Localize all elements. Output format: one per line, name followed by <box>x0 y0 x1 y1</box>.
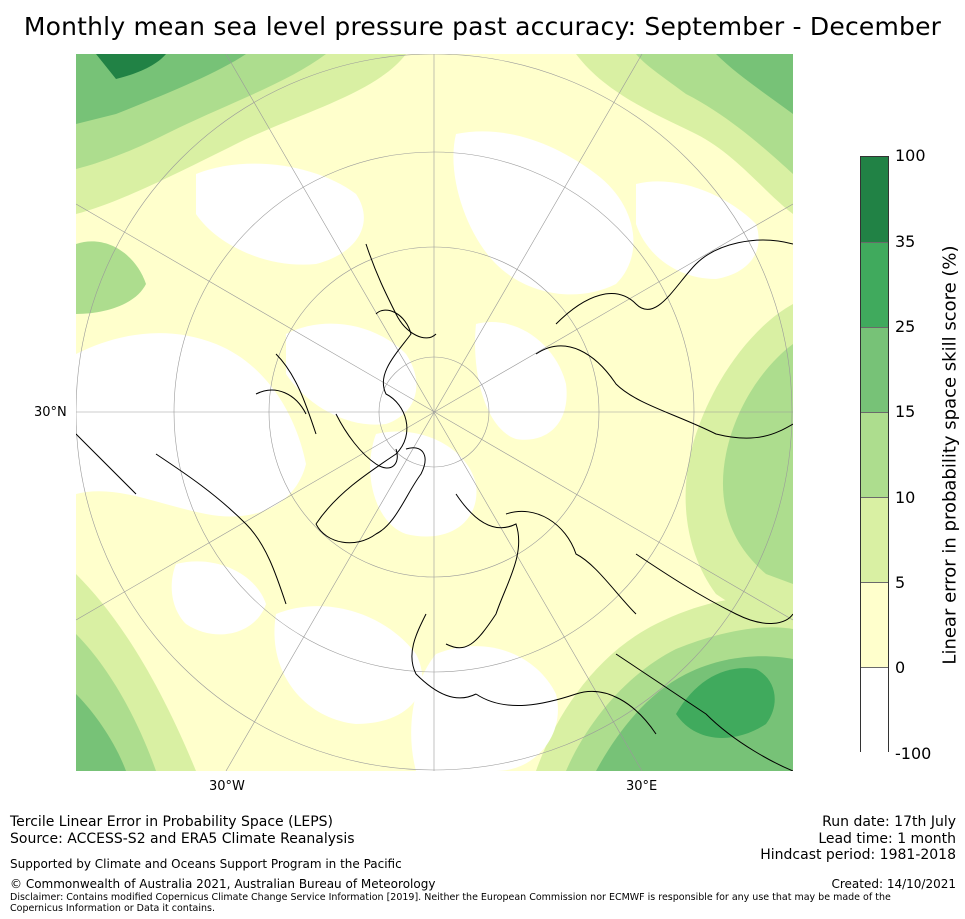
support-text: Supported by Climate and Oceans Support … <box>10 857 402 871</box>
colorbar-band-5-10 <box>861 497 888 583</box>
colorbar-band-35-100 <box>861 157 888 242</box>
skill-band-25 <box>716 54 793 114</box>
colorbar-title: Linear error in probability space skill … <box>939 245 961 665</box>
skill-band-0 <box>411 646 558 771</box>
polar-map <box>76 54 793 771</box>
coastlines <box>76 239 793 771</box>
lon-label-30e: 30°E <box>626 779 658 794</box>
colorbar-tick: 0 <box>895 658 906 677</box>
skill-band-35 <box>676 668 775 738</box>
colorbar-tick: -100 <box>895 744 932 763</box>
skill-band-0 <box>636 181 759 279</box>
skill-band-0 <box>453 131 634 295</box>
skill-band-0 <box>475 322 567 440</box>
skill-band-0 <box>76 333 306 517</box>
skill-band-15 <box>722 344 793 584</box>
colorbar-band-15-25 <box>861 327 888 413</box>
colorbar-band-0-5 <box>861 582 888 668</box>
method-text: Tercile Linear Error in Probability Spac… <box>10 814 333 830</box>
colorbar-tick: 15 <box>895 402 916 421</box>
colorbar-tick: 10 <box>895 488 916 507</box>
source-text: Source: ACCESS-S2 and ERA5 Climate Reana… <box>10 831 355 847</box>
colorbar <box>860 156 889 752</box>
colorbar-tick: 100 <box>895 146 926 165</box>
lon-label-30w: 30°W <box>209 779 245 794</box>
skill-band-100 <box>96 54 166 79</box>
disclaimer-text: Disclaimer: Contains modified Copernicus… <box>10 892 891 914</box>
copyright-text: © Commonwealth of Australia 2021, Austra… <box>10 877 436 891</box>
created-date: Created: 14/10/2021 <box>831 877 956 891</box>
run-date: Run date: 17th July <box>822 814 956 830</box>
skill-band-0 <box>171 561 266 635</box>
hindcast-period: Hindcast period: 1981-2018 <box>760 847 956 863</box>
colorbar-band-neg100-0 <box>861 667 888 752</box>
lat-label-30n: 30°N <box>34 405 67 420</box>
skill-score-map <box>76 54 793 771</box>
colorbar-band-10-15 <box>861 412 888 498</box>
skill-band-0 <box>286 323 417 425</box>
skill-band-0 <box>274 606 423 724</box>
lead-time: Lead time: 1 month <box>818 831 956 847</box>
colorbar-band-25-35 <box>861 242 888 328</box>
page-title: Monthly mean sea level pressure past acc… <box>23 12 942 41</box>
colorbar-tick: 35 <box>895 232 916 251</box>
skill-band-25 <box>76 694 126 771</box>
skill-band-0 <box>196 163 364 265</box>
skill-band-0 <box>370 431 477 537</box>
colorbar-tick: 5 <box>895 573 906 592</box>
colorbar-tick: 25 <box>895 317 916 336</box>
skill-band-15 <box>76 241 146 314</box>
graticule <box>76 54 793 771</box>
